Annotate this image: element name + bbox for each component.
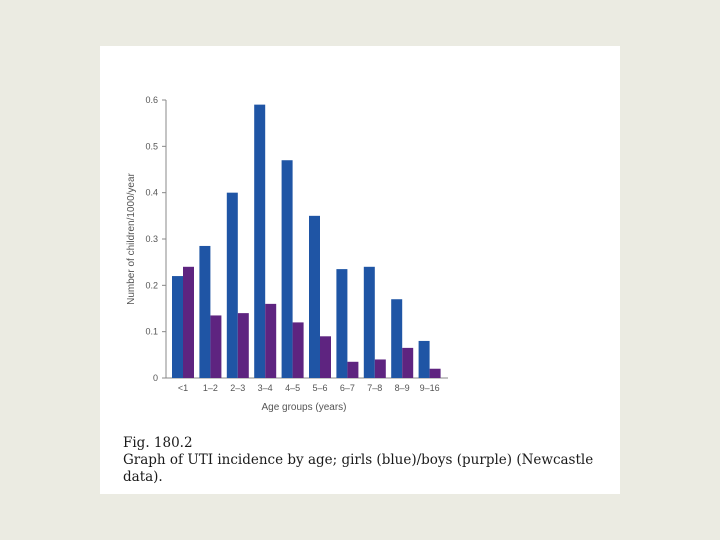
bar	[172, 276, 183, 378]
bar	[320, 336, 331, 378]
bar	[363, 266, 375, 378]
y-tick-label: 0.1	[145, 327, 158, 337]
y-tick-label: 0.2	[145, 280, 158, 290]
uti-bar-chart: 0 0.1 0.2 0.3 0.4 0.5 0.6 <1 1–2 2–3 3–4 4–5 5–6 6–7…	[126, 95, 448, 413]
bar	[374, 359, 386, 378]
figure-caption: Fig. 180.2 Graph of UTI incidence by age…	[123, 435, 615, 486]
bar	[402, 347, 414, 378]
x-tick-label: 5–6	[312, 383, 327, 393]
x-axis: <1 1–2 2–3 3–4 4–5 5–6 6–7 7–8 8–9 9–16	[166, 377, 448, 393]
y-tick-label: 0.5	[145, 141, 158, 151]
x-tick-label: 1–2	[203, 383, 218, 393]
y-tick-label: 0	[153, 373, 158, 383]
y-tick-label: 0.3	[145, 234, 158, 244]
bar	[336, 269, 348, 378]
x-tick-label: 6–7	[340, 383, 355, 393]
x-tick-label: 2–3	[230, 383, 245, 393]
bar	[183, 266, 194, 378]
bar	[418, 340, 430, 378]
caption-line-1: Graph of UTI incidence by age; girls (bl…	[123, 452, 594, 468]
x-tick-label: 8–9	[395, 383, 410, 393]
x-tick-label: 4–5	[285, 383, 300, 393]
bar	[199, 245, 211, 378]
bar	[265, 303, 277, 378]
bar	[226, 192, 238, 378]
x-tick-label: 7–8	[367, 383, 382, 393]
x-tick-label: <1	[178, 383, 188, 393]
x-tick-label: 3–4	[258, 383, 273, 393]
figure-panel: 0 0.1 0.2 0.3 0.4 0.5 0.6 <1 1–2 2–3 3–4 4–5 5–6 6–7…	[100, 46, 620, 494]
bar	[237, 313, 249, 378]
figure-label: Fig. 180.2	[123, 435, 193, 451]
y-axis-label: Number of children/1000/year	[126, 172, 137, 304]
x-tick-label: 9–16	[420, 383, 440, 393]
x-axis-label: Age groups (years)	[261, 402, 346, 413]
bar	[309, 215, 320, 378]
bar	[391, 299, 403, 378]
y-tick-label: 0.4	[145, 188, 158, 198]
bar	[281, 160, 293, 378]
bar	[254, 104, 266, 378]
bar	[429, 368, 441, 378]
y-tick-label: 0.6	[145, 95, 158, 105]
bar	[210, 315, 222, 378]
caption-line-2: data).	[123, 469, 163, 485]
bar	[347, 361, 359, 378]
y-axis: 0 0.1 0.2 0.3 0.4 0.5 0.6	[145, 95, 167, 383]
bars	[172, 104, 441, 378]
bar	[292, 322, 304, 378]
